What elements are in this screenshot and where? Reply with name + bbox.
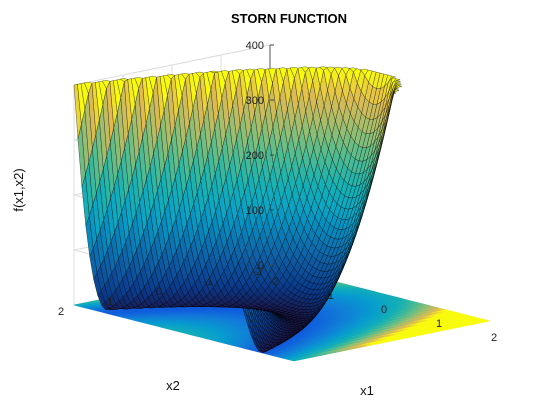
surface-cell xyxy=(119,78,129,82)
surface-cell xyxy=(209,70,219,74)
z-axis-label: f(x1,x2) xyxy=(11,168,26,211)
surface-cell xyxy=(290,66,299,79)
surface-cell xyxy=(319,66,328,71)
z-tick-label: 200 xyxy=(246,150,264,162)
surface-cell xyxy=(326,66,335,75)
surface-cell xyxy=(148,75,157,93)
z-tick-label: 400 xyxy=(246,40,264,52)
surface-cell xyxy=(195,71,204,78)
y-tick-label: 2 xyxy=(58,306,64,318)
surface-cell xyxy=(334,66,343,76)
surface-cell xyxy=(246,68,255,80)
surface-cell xyxy=(134,77,143,89)
y-tick-label: -1 xyxy=(203,276,213,288)
surface-cell xyxy=(268,67,277,84)
x-tick-label: -1 xyxy=(324,290,334,302)
surface-cell xyxy=(181,72,190,80)
surface-cell xyxy=(257,68,266,83)
chart-title: STORN FUNCTION xyxy=(231,11,347,26)
surface-cell xyxy=(341,67,350,76)
surface-cell xyxy=(102,80,111,89)
z-tick-label: 300 xyxy=(246,95,264,107)
x-tick-label: 0 xyxy=(381,304,387,316)
surface-cell xyxy=(349,67,358,73)
surface-cell xyxy=(308,66,317,82)
surface-cell xyxy=(301,66,310,73)
surface-cell xyxy=(279,67,288,83)
surface-cell xyxy=(221,70,230,84)
floor-cell xyxy=(288,358,299,362)
surface-cell xyxy=(166,74,175,80)
x-tick-label: -2 xyxy=(269,276,279,288)
surface-cell xyxy=(235,69,244,75)
x-tick-label: 2 xyxy=(491,332,497,344)
y-tick-label: 0 xyxy=(156,286,162,298)
z-tick-label: 100 xyxy=(246,205,264,217)
surface-cell xyxy=(360,68,369,76)
z-tick-label: 0 xyxy=(258,260,264,272)
surface-cell xyxy=(84,81,93,95)
surface-mesh xyxy=(73,66,402,353)
y-tick-label: -2 xyxy=(252,266,262,278)
y-axis-label: x2 xyxy=(166,378,180,393)
x-tick-label: 1 xyxy=(436,318,442,330)
axis-ticks: 0 100 200 300 400 -2 -1 0 1 2 -2 -1 0 1 2 xyxy=(58,40,497,344)
y-tick-label: 1 xyxy=(107,296,113,308)
x-axis-label: x1 xyxy=(360,383,374,398)
